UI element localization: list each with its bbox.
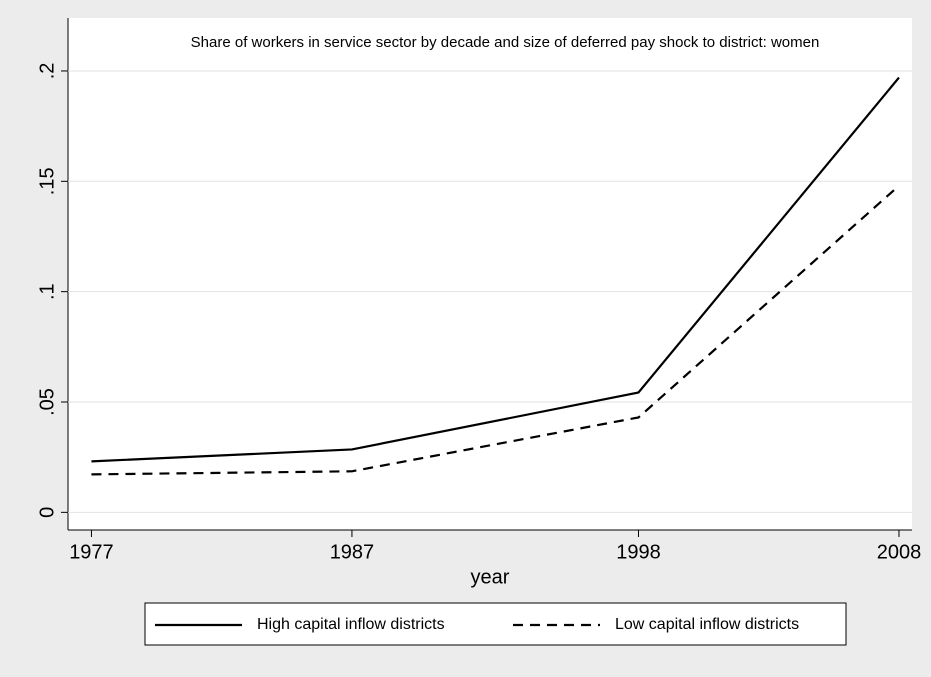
- x-tick-label: 1987: [330, 541, 375, 563]
- legend-label: Low capital inflow districts: [615, 616, 799, 633]
- plot-area: [68, 18, 912, 530]
- y-tick-label: .1: [36, 283, 58, 300]
- series-line: [91, 76, 900, 463]
- x-tick-label: 1977: [69, 541, 114, 563]
- y-tick-label: 0: [36, 507, 58, 518]
- chart-title: Share of workers in service sector by de…: [191, 34, 820, 51]
- legend: [144, 602, 847, 646]
- x-tick-label: 2008: [877, 541, 922, 563]
- y-tick-label: .05: [36, 388, 58, 416]
- legend-label: High capital inflow districts: [257, 616, 445, 633]
- y-tick-label: .15: [36, 167, 58, 195]
- x-axis-title: year: [471, 566, 510, 588]
- x-tick-label: 1998: [616, 541, 661, 563]
- y-tick-label: .2: [36, 63, 58, 80]
